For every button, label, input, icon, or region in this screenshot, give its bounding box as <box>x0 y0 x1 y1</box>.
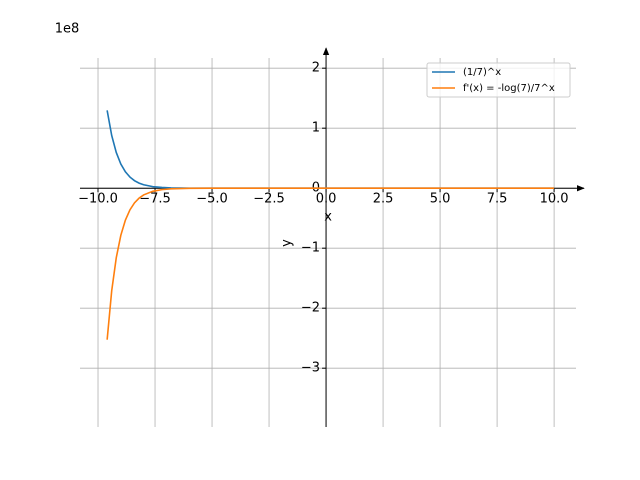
x-tick-label: 5.0 <box>430 192 451 207</box>
x-tick-label: −5.0 <box>196 192 228 207</box>
legend-label: (1/7)^x <box>463 67 501 78</box>
x-tick-label: −7.5 <box>139 192 171 207</box>
x-tick-label: −10.0 <box>78 192 118 207</box>
y-axis-label: y <box>280 239 295 247</box>
legend-label: f'(x) = -log(7)/7^x <box>463 83 555 94</box>
y-tick-label: −3 <box>301 361 320 376</box>
x-axis-label: x <box>324 210 332 225</box>
x-tick-label: −2.5 <box>253 192 285 207</box>
y-offset-label: 1e8 <box>55 22 80 37</box>
y-tick-label: 2 <box>312 61 320 76</box>
y-tick-label: −1 <box>301 241 320 256</box>
y-tick-label: −2 <box>301 301 320 316</box>
legend-box <box>426 62 571 98</box>
x-tick-label: 10.0 <box>540 192 569 207</box>
y-tick-label: 1 <box>312 121 320 136</box>
x-tick-label: 7.5 <box>487 192 508 207</box>
data-line <box>106 187 555 340</box>
x-tick-label: 2.5 <box>373 192 394 207</box>
